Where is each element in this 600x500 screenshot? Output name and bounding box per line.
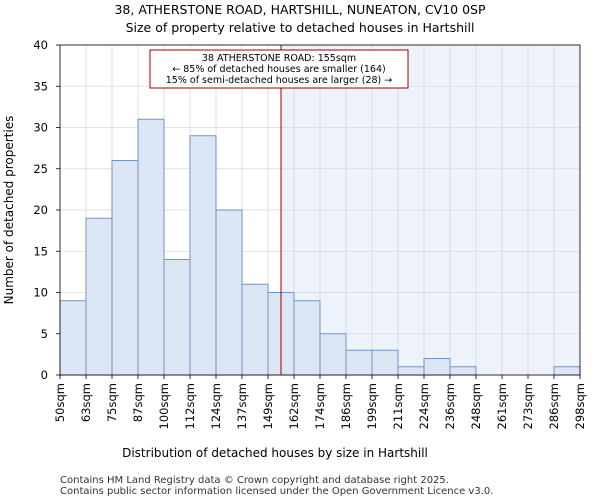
annotation-label: 38 ATHERSTONE ROAD: 155sqm <box>202 53 356 64</box>
x-tick-label: 174sqm <box>313 383 327 429</box>
y-tick-label: 5 <box>41 327 48 341</box>
bar-236sqm <box>449 366 477 376</box>
y-tick-label: 0 <box>41 368 48 382</box>
footer-copyright: Contains HM Land Registry data © Crown c… <box>60 475 449 486</box>
y-tick-label: 40 <box>33 38 48 52</box>
bar-63sqm <box>85 217 113 376</box>
annotation-box: 38 ATHERSTONE ROAD: 155sqm ← 85% of deta… <box>149 49 409 89</box>
y-axis-label: Number of detached properties <box>2 116 16 305</box>
bar-75sqm <box>111 160 139 376</box>
x-tick-label: 199sqm <box>365 383 379 429</box>
bar-286sqm <box>553 366 581 376</box>
bar-87sqm <box>137 118 165 376</box>
bar-112sqm <box>189 135 217 376</box>
x-tick-label: 100sqm <box>157 383 171 429</box>
bar-100sqm <box>163 259 191 376</box>
annotation-frame <box>149 49 409 89</box>
x-tick-label: 186sqm <box>339 383 353 429</box>
bar-211sqm <box>397 366 425 376</box>
y-tick-label: 10 <box>33 286 48 300</box>
y-tick-label: 30 <box>33 121 48 135</box>
x-tick-label: 273sqm <box>521 383 535 429</box>
annotation-smaller: ← 85% of detached houses are smaller (16… <box>172 64 385 75</box>
x-tick-label: 298sqm <box>573 383 587 429</box>
x-tick-label: 75sqm <box>105 383 119 422</box>
bar-186sqm <box>345 349 373 376</box>
bar-174sqm <box>319 333 347 376</box>
x-axis-ticks: 50sqm 63sqm 75sqm 87sqm 100sqm 112sqm 124sqm 13… <box>53 375 587 429</box>
y-tick-label: 35 <box>33 79 48 93</box>
bar-162sqm <box>293 300 321 376</box>
x-tick-label: 137sqm <box>235 383 249 429</box>
x-tick-label: 261sqm <box>495 383 509 429</box>
bar-224sqm <box>423 358 451 376</box>
y-axis-ticks: 0 5 10 15 20 25 30 35 40 <box>33 38 60 382</box>
x-tick-label: 112sqm <box>183 383 197 429</box>
x-tick-label: 149sqm <box>261 383 275 429</box>
bar-137sqm <box>241 283 269 376</box>
bar-50sqm <box>59 300 87 376</box>
x-tick-label: 224sqm <box>417 383 431 429</box>
x-tick-label: 124sqm <box>209 383 223 429</box>
x-tick-label: 211sqm <box>391 383 405 429</box>
footer-licence: Contains public sector information licen… <box>60 486 493 497</box>
chart-subtitle: Size of property relative to detached ho… <box>126 20 475 35</box>
bar-199sqm <box>371 349 399 376</box>
chart-title: 38, ATHERSTONE ROAD, HARTSHILL, NUNEATON… <box>114 2 486 17</box>
x-tick-label: 162sqm <box>287 383 301 429</box>
plot-frame <box>59 44 581 376</box>
x-tick-label: 248sqm <box>469 383 483 429</box>
x-tick-label: 87sqm <box>131 383 145 422</box>
x-tick-label: 50sqm <box>53 383 67 422</box>
x-tick-label: 286sqm <box>547 383 561 429</box>
x-axis-label: Distribution of detached houses by size … <box>122 446 428 460</box>
y-tick-label: 25 <box>33 162 48 176</box>
y-tick-label: 20 <box>33 203 48 217</box>
annotation-larger: 15% of semi-detached houses are larger (… <box>166 75 393 86</box>
y-tick-label: 15 <box>33 244 48 258</box>
bar-124sqm <box>215 209 243 376</box>
x-tick-label: 236sqm <box>443 383 457 429</box>
bars <box>59 118 581 376</box>
x-tick-label: 63sqm <box>79 383 93 422</box>
